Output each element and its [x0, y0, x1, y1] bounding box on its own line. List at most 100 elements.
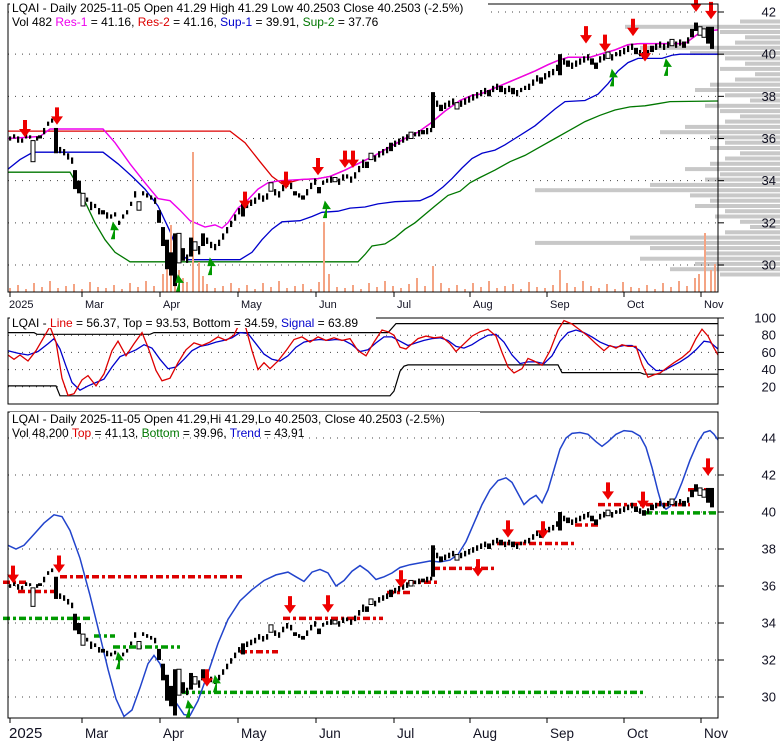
candle [484, 541, 487, 548]
candle [448, 100, 451, 107]
candle [134, 632, 137, 638]
candle [468, 96, 471, 103]
candle [90, 201, 93, 211]
candle [214, 243, 217, 251]
candle [439, 556, 443, 562]
candle [278, 191, 281, 198]
sell-arrow-icon [322, 595, 334, 613]
volume-bar [528, 282, 530, 292]
candle [230, 658, 233, 664]
candle [106, 650, 109, 657]
panel1-title: LQAI - Daily 2025-11-05 Open 41.29 High … [12, 1, 463, 15]
volume-profile-bar [720, 272, 780, 277]
volume-bar [368, 283, 370, 292]
candle [77, 180, 81, 194]
price-axis-label: 32 [762, 653, 776, 668]
candle [278, 632, 281, 638]
candle [290, 624, 293, 631]
sell-arrow-icon [702, 458, 714, 476]
price-panel-daily[interactable]: 42 40 38 36 34 32 30 2025 Mar Apr May Jun Jul Aug Sep O… [7, 0, 780, 311]
candle [583, 513, 586, 520]
price-axis-label: 34 [762, 616, 776, 631]
bottom-rail-line [8, 364, 718, 397]
volume-bar [598, 288, 600, 292]
candle [314, 621, 317, 627]
candle [173, 233, 177, 287]
candle [274, 189, 277, 196]
candle [114, 212, 117, 217]
volume-bar [25, 289, 27, 292]
candle [110, 652, 113, 657]
candle [154, 197, 157, 204]
candle [198, 246, 201, 255]
candle [599, 56, 602, 63]
candle [282, 184, 285, 192]
candle [126, 648, 129, 653]
candle [402, 136, 405, 143]
volume-profile-bar [720, 172, 780, 177]
volume-profile-bar [745, 61, 780, 66]
candle [346, 617, 349, 622]
candle [623, 47, 626, 55]
candle [365, 606, 369, 612]
candle [536, 75, 539, 82]
candle [226, 663, 229, 670]
candle [611, 54, 614, 61]
candle [161, 227, 165, 247]
volume-profile-bar [745, 35, 780, 40]
candle [226, 227, 229, 234]
candle [338, 621, 341, 627]
price-plot-area[interactable] [8, 4, 718, 292]
candle [687, 37, 690, 44]
volume-profile-bar [710, 161, 780, 166]
trend-plot-area[interactable] [8, 412, 718, 718]
candle [382, 149, 385, 156]
candle [169, 252, 173, 276]
candle [556, 521, 559, 527]
candle [558, 54, 562, 76]
volume-profile-bar [725, 140, 780, 145]
candle [394, 587, 397, 594]
candle [201, 669, 205, 681]
candle [436, 100, 439, 107]
volume-bar [622, 282, 624, 292]
volume-bar [336, 287, 338, 292]
candle [90, 641, 93, 649]
candle [431, 545, 435, 577]
volume-bar [198, 262, 200, 292]
trend-panel-daily[interactable]: 44 42 40 38 36 34 32 30 2025 Mar Apr May Jun Jul Aug Se… [3, 411, 776, 742]
candle [631, 43, 634, 50]
volume-bar [121, 289, 123, 292]
volume-bar [278, 281, 280, 292]
candle [21, 138, 24, 143]
volume-bar [254, 289, 256, 292]
candle [38, 135, 42, 139]
candle [631, 502, 634, 509]
candle [51, 118, 54, 123]
volume-bar [552, 285, 554, 292]
candle [181, 682, 185, 694]
month-label: Jun [319, 726, 341, 741]
candle [571, 519, 574, 525]
candle [655, 502, 658, 509]
sell-arrow-icon [580, 26, 592, 44]
volume-bar [105, 288, 107, 292]
volume-bar [352, 285, 354, 292]
month-label: Jul [397, 726, 414, 741]
candle [350, 176, 353, 183]
month-label: Oct [627, 299, 644, 311]
volume-profile-bar [740, 151, 780, 156]
candle [317, 628, 321, 635]
oscillator-plot-area[interactable] [8, 318, 718, 404]
volume-profile-bar [725, 209, 780, 214]
candle [43, 576, 46, 583]
candle [650, 45, 654, 53]
res1-line [7, 29, 719, 229]
candle [47, 571, 50, 575]
candle [687, 497, 690, 503]
candle [130, 201, 133, 206]
candle [146, 634, 149, 638]
candle [274, 630, 277, 636]
volume-profile-bar [705, 103, 780, 108]
candle [142, 632, 145, 636]
